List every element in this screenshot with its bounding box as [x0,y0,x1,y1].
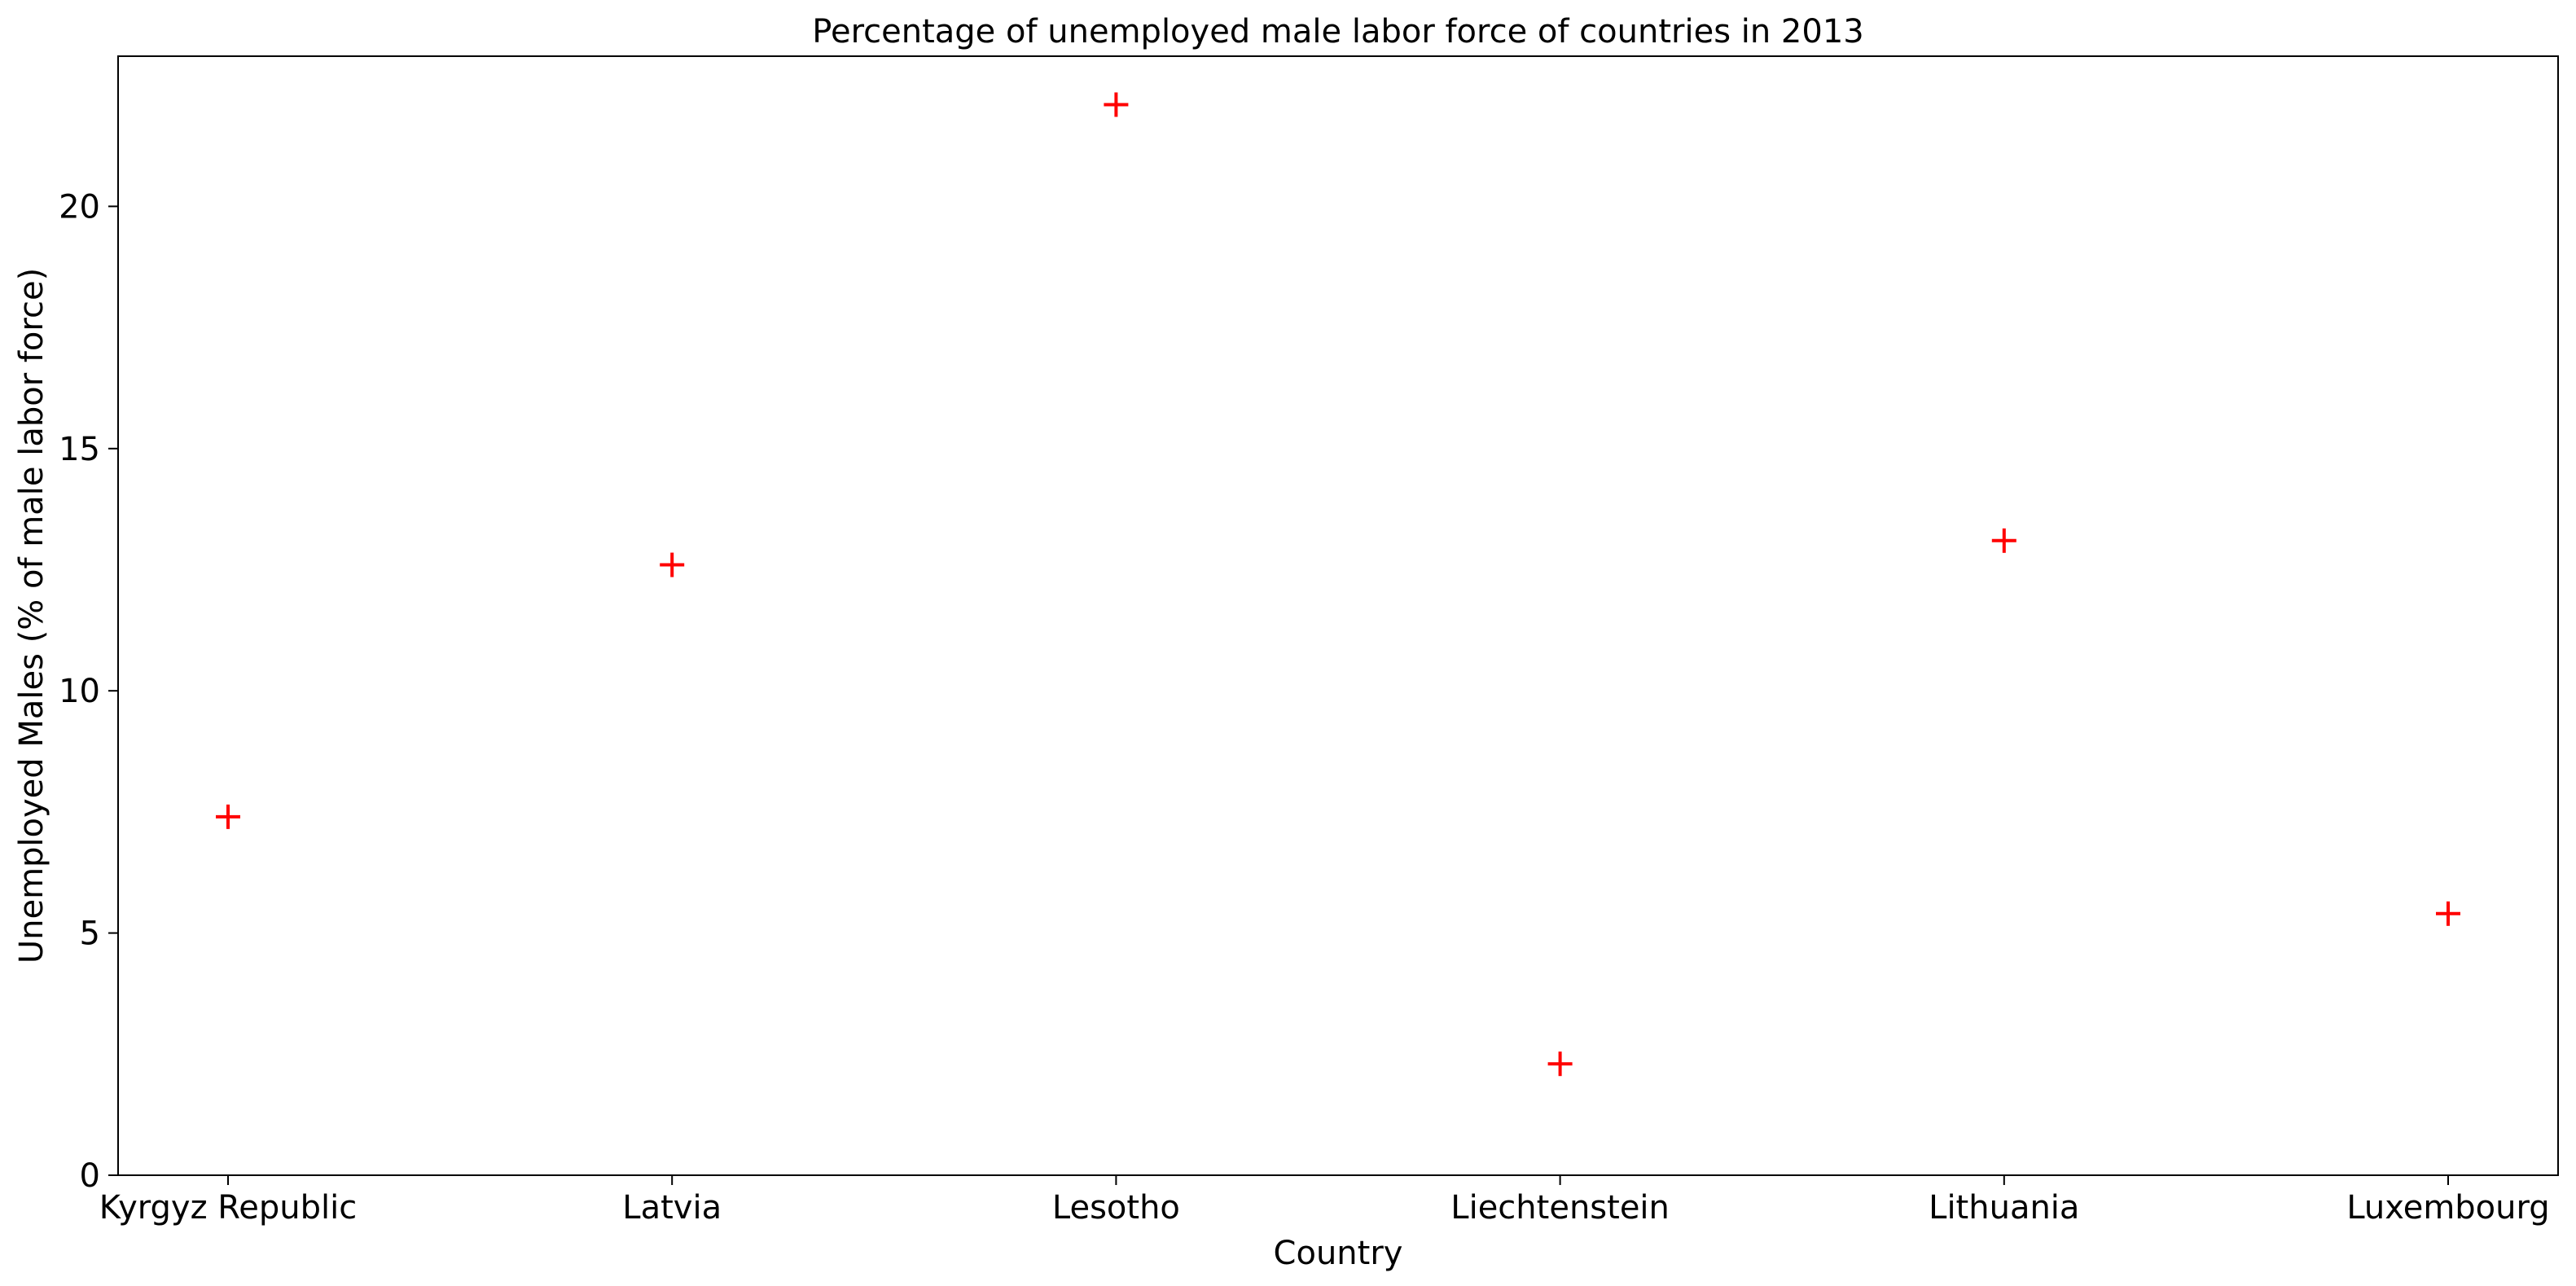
data-point-marker [216,804,240,829]
data-point-marker [660,552,685,577]
x-tick-label: Latvia [622,1189,722,1227]
data-point-marker [2436,901,2460,926]
data-point-marker [1104,92,1129,117]
plot-area-frame [117,55,2559,1176]
y-tick-label: 0 [80,1157,100,1195]
y-tick-label: 10 [59,673,100,710]
y-axis-ticks: 0 5 10 15 20 [59,188,118,1195]
x-tick-label: Luxembourg [2346,1189,2549,1227]
x-tick-label: Liechtenstein [1450,1189,1670,1227]
data-points [216,92,2460,1077]
y-axis-label: Unemployed Males (% of male labor force) [13,268,50,963]
chart-title: Percentage of unemployed male labor forc… [812,13,1863,50]
y-tick-label: 15 [59,431,100,468]
y-tick-label: 5 [80,915,100,953]
x-tick-label: Kyrgyz Republic [99,1189,357,1227]
data-point-marker [1547,1051,1573,1077]
x-tick-label: Lithuania [1929,1189,2079,1227]
x-axis-label: Country [1274,1235,1403,1272]
x-tick-label: Lesotho [1052,1189,1180,1227]
y-tick-label: 20 [59,188,100,226]
x-axis-ticks: Kyrgyz Republic Latvia Lesotho Liechtenstei… [99,1175,2550,1227]
data-point-marker [1991,528,2016,553]
